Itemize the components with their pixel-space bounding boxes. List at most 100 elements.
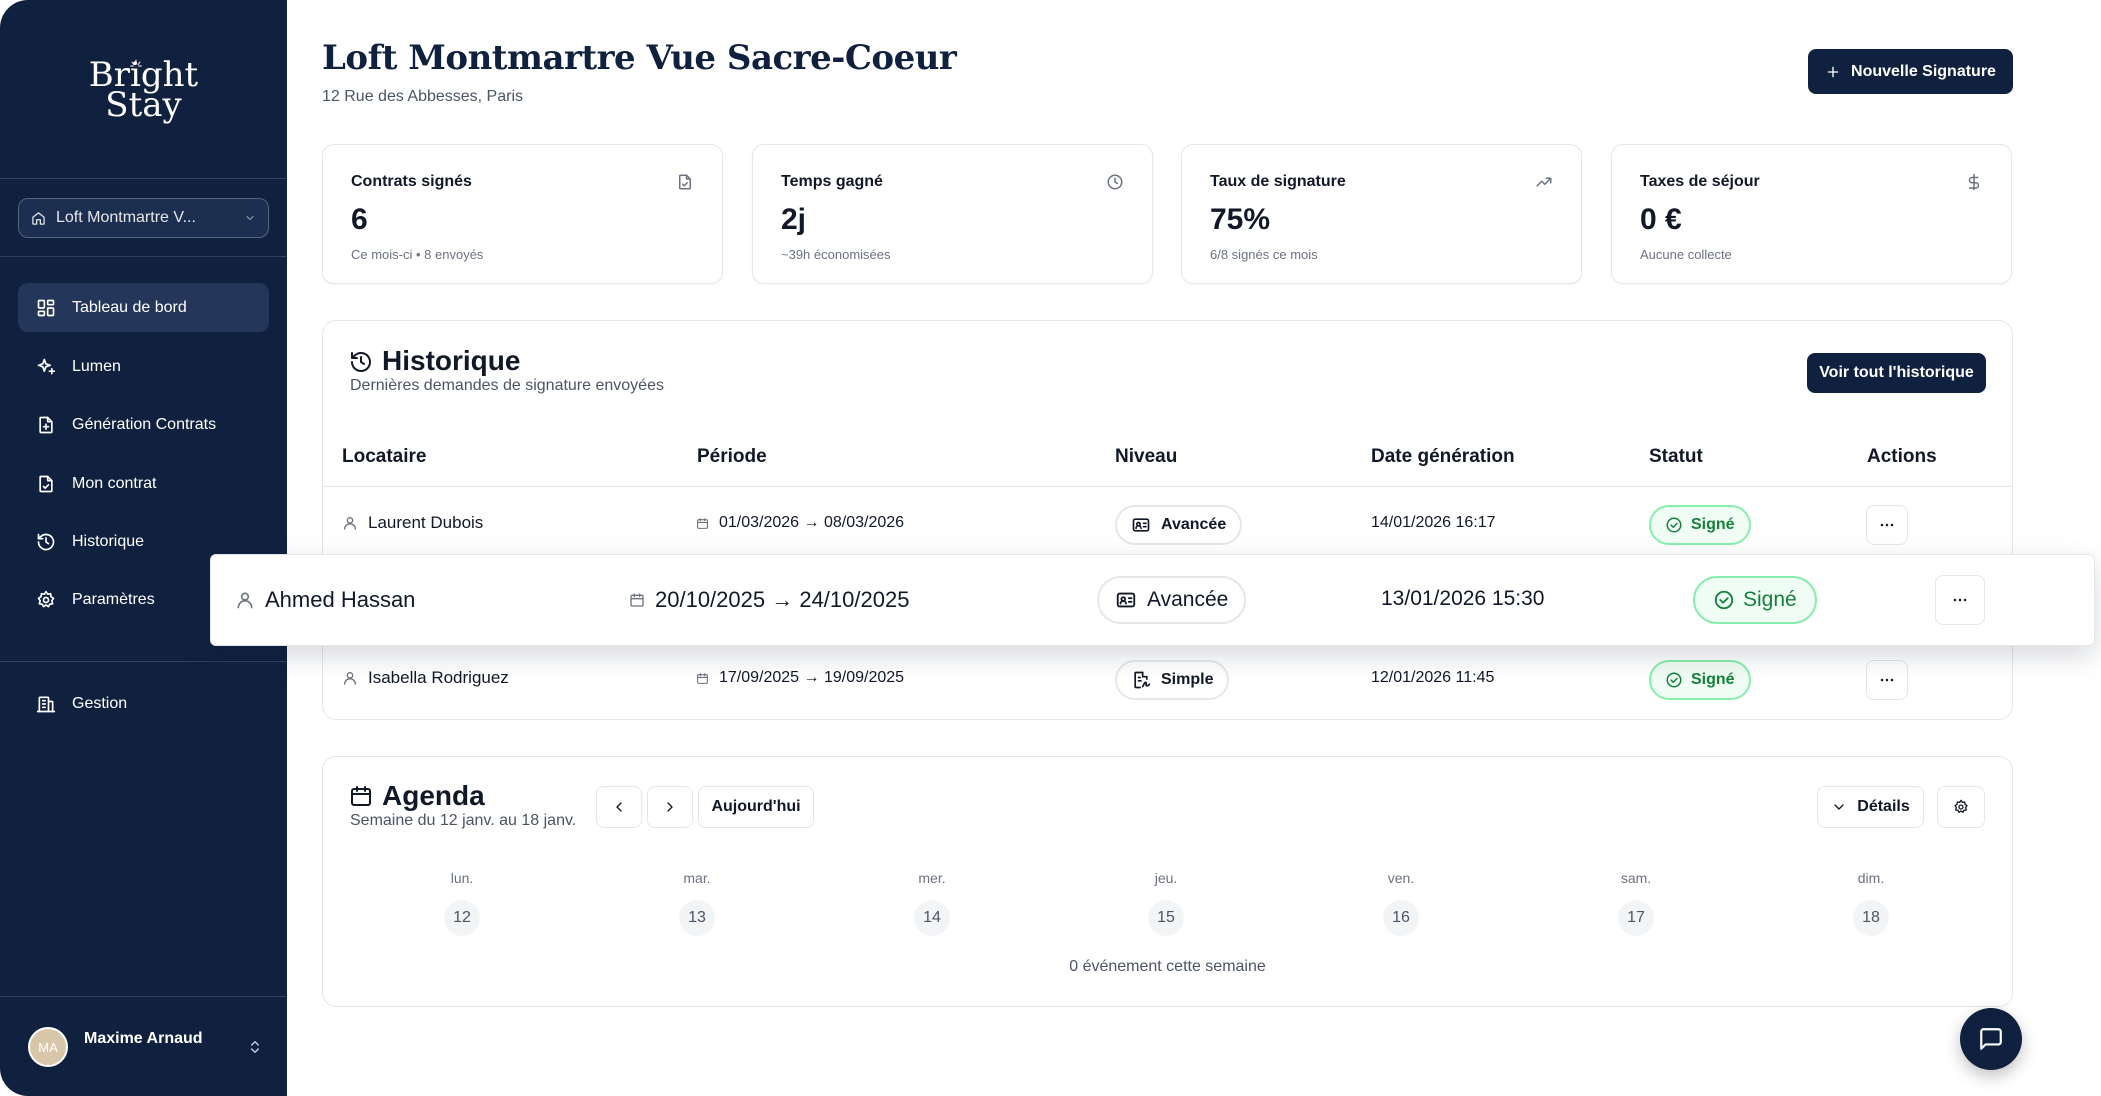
agenda-title: Agenda [382, 780, 485, 811]
column-header-level[interactable]: Niveau [1115, 446, 1178, 467]
tenant-name: Isabella Rodriguez [368, 668, 509, 687]
column-header-tenant[interactable]: Locataire [342, 446, 427, 467]
view-all-history-button[interactable]: Voir tout l'historique [1807, 353, 1986, 393]
agenda-subtitle: Semaine du 12 janv. au 18 janv. [350, 812, 577, 829]
day-name: jeu. [1154, 870, 1178, 886]
calendar-icon [696, 517, 709, 530]
date-cell: 12/01/2026 11:45 [1371, 669, 1495, 686]
stat-value: 0 € [1640, 203, 1682, 236]
column-header-status[interactable]: Statut [1649, 446, 1703, 467]
sidebar-item-my-contract[interactable]: Mon contrat [18, 459, 269, 508]
plus-icon [1825, 64, 1841, 80]
property-select[interactable]: Loft Montmartre V... [18, 198, 269, 238]
id-card-icon [1131, 515, 1151, 535]
history-subtitle: Dernières demandes de signature envoyées [350, 377, 664, 394]
more-horizontal-icon [1877, 670, 1897, 690]
user-menu[interactable]: MA Maxime Arnaud [28, 1026, 263, 1068]
table-row-highlighted[interactable]: Ahmed Hassan 20/10/2025 → 24/10/2025 Ava… [210, 554, 2095, 646]
day-number: 18 [1853, 900, 1889, 936]
sidebar-item-contract-generation[interactable]: Génération Contrats [18, 400, 269, 449]
chevron-down-icon [244, 212, 256, 224]
agenda-settings-button[interactable] [1937, 786, 1985, 828]
sidebar-item-label: Lumen [72, 357, 121, 375]
status-badge: Signé [1649, 505, 1751, 545]
chevron-down-icon [1831, 799, 1847, 815]
level-badge: Avancée [1097, 576, 1247, 624]
history-icon [36, 532, 56, 552]
stat-subtitle: 6/8 signés ce mois [1210, 247, 1318, 262]
sidebar-item-lumen[interactable]: Lumen [18, 342, 269, 391]
column-header-period[interactable]: Période [697, 446, 767, 467]
calendar-icon [629, 592, 645, 608]
gear-icon [36, 590, 56, 610]
brand-logo[interactable]: Bright Stay [0, 55, 287, 122]
stat-card-contracts: Contrats signés 6 Ce mois-ci • 8 envoyés [322, 144, 723, 284]
period-cell: 20/10/2025 → 24/10/2025 [629, 587, 909, 613]
level-badge: Avancée [1115, 505, 1243, 545]
chat-button[interactable] [1960, 1008, 2022, 1070]
sidebar-divider [0, 661, 287, 662]
agenda-day[interactable]: mer. 14 [902, 870, 962, 936]
level-badge: Simple [1115, 660, 1230, 700]
history-title: Historique [382, 345, 521, 376]
stat-title: Temps gagné [781, 173, 883, 190]
stat-subtitle: Ce mois-ci • 8 envoyés [351, 247, 484, 262]
calendar-icon [696, 672, 709, 685]
trending-up-icon [1535, 173, 1553, 191]
sidebar-item-label: Historique [72, 532, 145, 550]
agenda-day[interactable]: mar. 13 [667, 870, 727, 936]
tenant-name: Ahmed Hassan [265, 587, 416, 612]
signature-icon [1131, 670, 1151, 690]
file-check-icon [36, 474, 56, 494]
agenda-day[interactable]: dim. 18 [1841, 870, 1901, 936]
column-header-date[interactable]: Date génération [1371, 446, 1515, 467]
chevrons-up-down-icon [247, 1039, 263, 1055]
id-card-icon [1115, 589, 1137, 611]
sidebar-divider [0, 996, 287, 997]
tenant-cell: Isabella Rodriguez [342, 668, 509, 688]
more-horizontal-icon [1877, 515, 1897, 535]
day-name: sam. [1620, 870, 1652, 886]
user-icon [342, 670, 358, 686]
sidebar-item-label: Tableau de bord [72, 298, 187, 316]
row-actions-button[interactable] [1935, 575, 1985, 625]
stat-card-tourist-tax: Taxes de séjour 0 € Aucune collecte [1611, 144, 2012, 284]
agenda-day[interactable]: lun. 12 [432, 870, 492, 936]
agenda-day[interactable]: ven. 16 [1371, 870, 1431, 936]
stat-value: 75% [1210, 203, 1271, 236]
today-button[interactable]: Aujourd'hui [698, 786, 814, 828]
sidebar-item-history[interactable]: Historique [18, 517, 269, 566]
chevron-right-icon [662, 799, 678, 815]
status-badge: Signé [1649, 660, 1751, 700]
stat-title: Taux de signature [1210, 173, 1346, 190]
new-signature-label: Nouvelle Signature [1851, 62, 1996, 80]
agenda-day[interactable]: sam. 17 [1606, 870, 1666, 936]
layout-grid-icon [36, 298, 56, 318]
day-number: 16 [1383, 900, 1419, 936]
sparkle-icon [128, 58, 144, 74]
row-actions-button[interactable] [1866, 660, 1908, 700]
agenda-day[interactable]: jeu. 15 [1136, 870, 1196, 936]
level-label: Simple [1161, 671, 1214, 688]
agenda-empty-text: 0 événement cette semaine [1069, 958, 1266, 975]
today-label: Aujourd'hui [711, 798, 801, 815]
sidebar-item-management[interactable]: Gestion [18, 679, 269, 728]
sidebar-item-label: Paramètres [72, 590, 155, 608]
brand-line-1: Bright [88, 55, 199, 95]
previous-week-button[interactable] [596, 786, 642, 828]
sidebar-item-dashboard[interactable]: Tableau de bord [18, 283, 269, 332]
sidebar-divider [0, 256, 287, 257]
stat-subtitle: ~39h économisées [781, 247, 891, 262]
column-header-actions: Actions [1867, 446, 1937, 467]
day-name: mer. [918, 870, 946, 886]
period-value: 01/03/2026 → 08/03/2026 [719, 514, 905, 531]
details-button[interactable]: Détails [1817, 786, 1924, 828]
new-signature-button[interactable]: Nouvelle Signature [1808, 49, 2013, 94]
check-circle-icon [1665, 671, 1683, 689]
stat-subtitle: Aucune collecte [1640, 247, 1732, 262]
dollar-icon [1965, 173, 1983, 191]
sidebar-item-settings[interactable]: Paramètres [18, 575, 269, 624]
stat-card-time-saved: Temps gagné 2j ~39h économisées [752, 144, 1153, 284]
next-week-button[interactable] [647, 786, 693, 828]
row-actions-button[interactable] [1866, 505, 1908, 545]
